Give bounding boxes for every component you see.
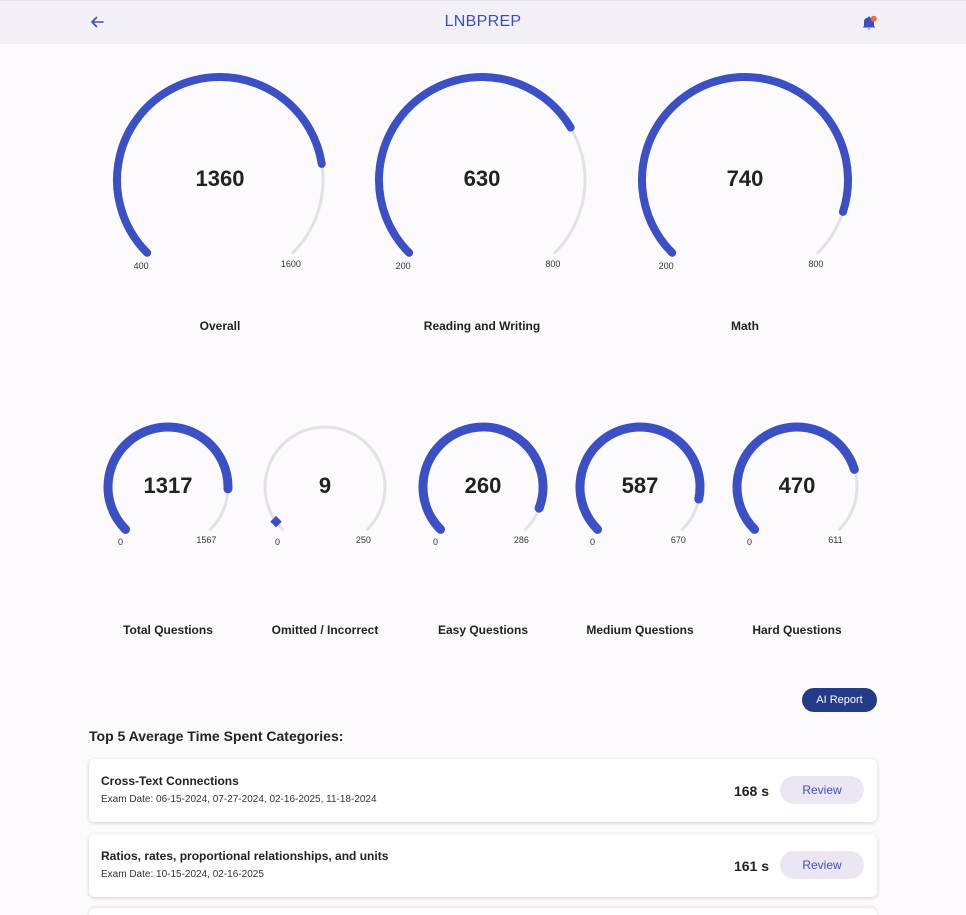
gauge-progress: [575, 422, 705, 534]
review-button[interactable]: Review: [780, 776, 864, 804]
gauge-value: 1360: [195, 166, 245, 192]
gauge-value: 470: [778, 473, 816, 499]
gauge-label: Easy Questions: [437, 623, 529, 637]
gauge-value: 740: [726, 166, 764, 192]
gauge: 1360 400 1600: [97, 57, 343, 323]
gauge-max-label: 1567: [196, 535, 217, 546]
gauge: 1317 0 1567: [88, 407, 248, 587]
gauge-max-label: 286: [513, 535, 529, 546]
ai-report-button[interactable]: AI Report: [802, 688, 877, 712]
gauge-value: 587: [621, 473, 659, 499]
app-bar: LNBPREP: [0, 0, 966, 44]
gauge-value: 260: [464, 473, 502, 499]
gauge: 630 200 800: [359, 57, 605, 323]
category-avg-time: 168 s: [733, 783, 769, 799]
gauge-arc: [113, 73, 326, 257]
gauge-arc: [103, 422, 233, 534]
review-button[interactable]: Review: [780, 851, 864, 879]
gauge-max-label: 670: [670, 535, 686, 546]
category-card: Ratios, rates, proportional relationship…: [89, 834, 877, 897]
gauge: 9 0 250: [245, 407, 405, 587]
arrow-left-icon: [91, 16, 104, 28]
gauge-min-label: 0: [747, 537, 753, 548]
gauge-arc: [263, 425, 387, 531]
gauge-min-label: 200: [395, 260, 411, 271]
gauge-progress: [418, 422, 548, 534]
gauge-track: [263, 425, 387, 531]
category-exam-dates: Exam Date: 06-15-2024, 07-27-2024, 02-16…: [101, 794, 377, 805]
gauge-min-label: 200: [658, 260, 674, 271]
category-name: Ratios, rates, proportional relationship…: [101, 849, 389, 863]
category-card: [89, 908, 877, 915]
gauge-max-label: 250: [355, 535, 371, 546]
gauge-min-label: 0: [118, 537, 124, 548]
gauge-progress: [638, 73, 852, 257]
gauge-max-label: 611: [828, 535, 843, 546]
gauge-value: 630: [463, 166, 501, 192]
gauge-min-label: 0: [590, 537, 596, 548]
category-exam-dates: Exam Date: 10-15-2024, 02-16-2025: [101, 869, 264, 880]
gauge-label: Total Questions: [123, 623, 213, 637]
gauge-arc: [375, 73, 587, 257]
category-card: Cross-Text Connections Exam Date: 06-15-…: [89, 759, 877, 822]
gauge-label: Reading and Writing: [423, 319, 541, 333]
gauge: 587 0 670: [560, 407, 720, 587]
gauge-label: Hard Questions: [752, 623, 842, 637]
app-title: LNBPREP: [444, 13, 522, 30]
category-avg-time: 161 s: [733, 858, 769, 874]
gauge-arc: [732, 422, 859, 534]
back-button[interactable]: [86, 11, 108, 33]
gauge-label: Medium Questions: [586, 623, 694, 637]
gauge-min-label: 0: [433, 537, 439, 548]
gauge-progress: [113, 73, 326, 257]
gauge-max-label: 1600: [280, 258, 301, 269]
gauge-label: Omitted / Incorrect: [271, 623, 379, 637]
gauge-min-label: 400: [133, 260, 149, 271]
gauge-max-label: 800: [808, 258, 824, 269]
gauge-arc: [638, 73, 852, 257]
gauge-value: 9: [318, 473, 332, 499]
notification-badge: [870, 15, 877, 22]
gauge-progress: [375, 73, 575, 257]
category-name: Cross-Text Connections: [101, 774, 239, 788]
gauge-min-label: 0: [275, 537, 281, 548]
gauge-progress: [103, 422, 233, 534]
bell-icon: [862, 15, 877, 30]
gauge-arc: [418, 422, 548, 534]
gauge: 260 0 286: [403, 407, 563, 587]
notifications-button[interactable]: [859, 13, 879, 33]
gauge-label: Overall: [199, 319, 241, 333]
gauge: 470 0 611: [717, 407, 877, 587]
section-title: Top 5 Average Time Spent Categories:: [89, 728, 344, 744]
gauge-progress: [732, 422, 859, 534]
gauge-value: 1317: [143, 473, 193, 499]
gauge-max-label: 800: [545, 258, 561, 269]
gauge-arc: [575, 422, 705, 534]
gauge: 740 200 800: [622, 57, 868, 323]
gauge-label: Math: [731, 319, 759, 333]
